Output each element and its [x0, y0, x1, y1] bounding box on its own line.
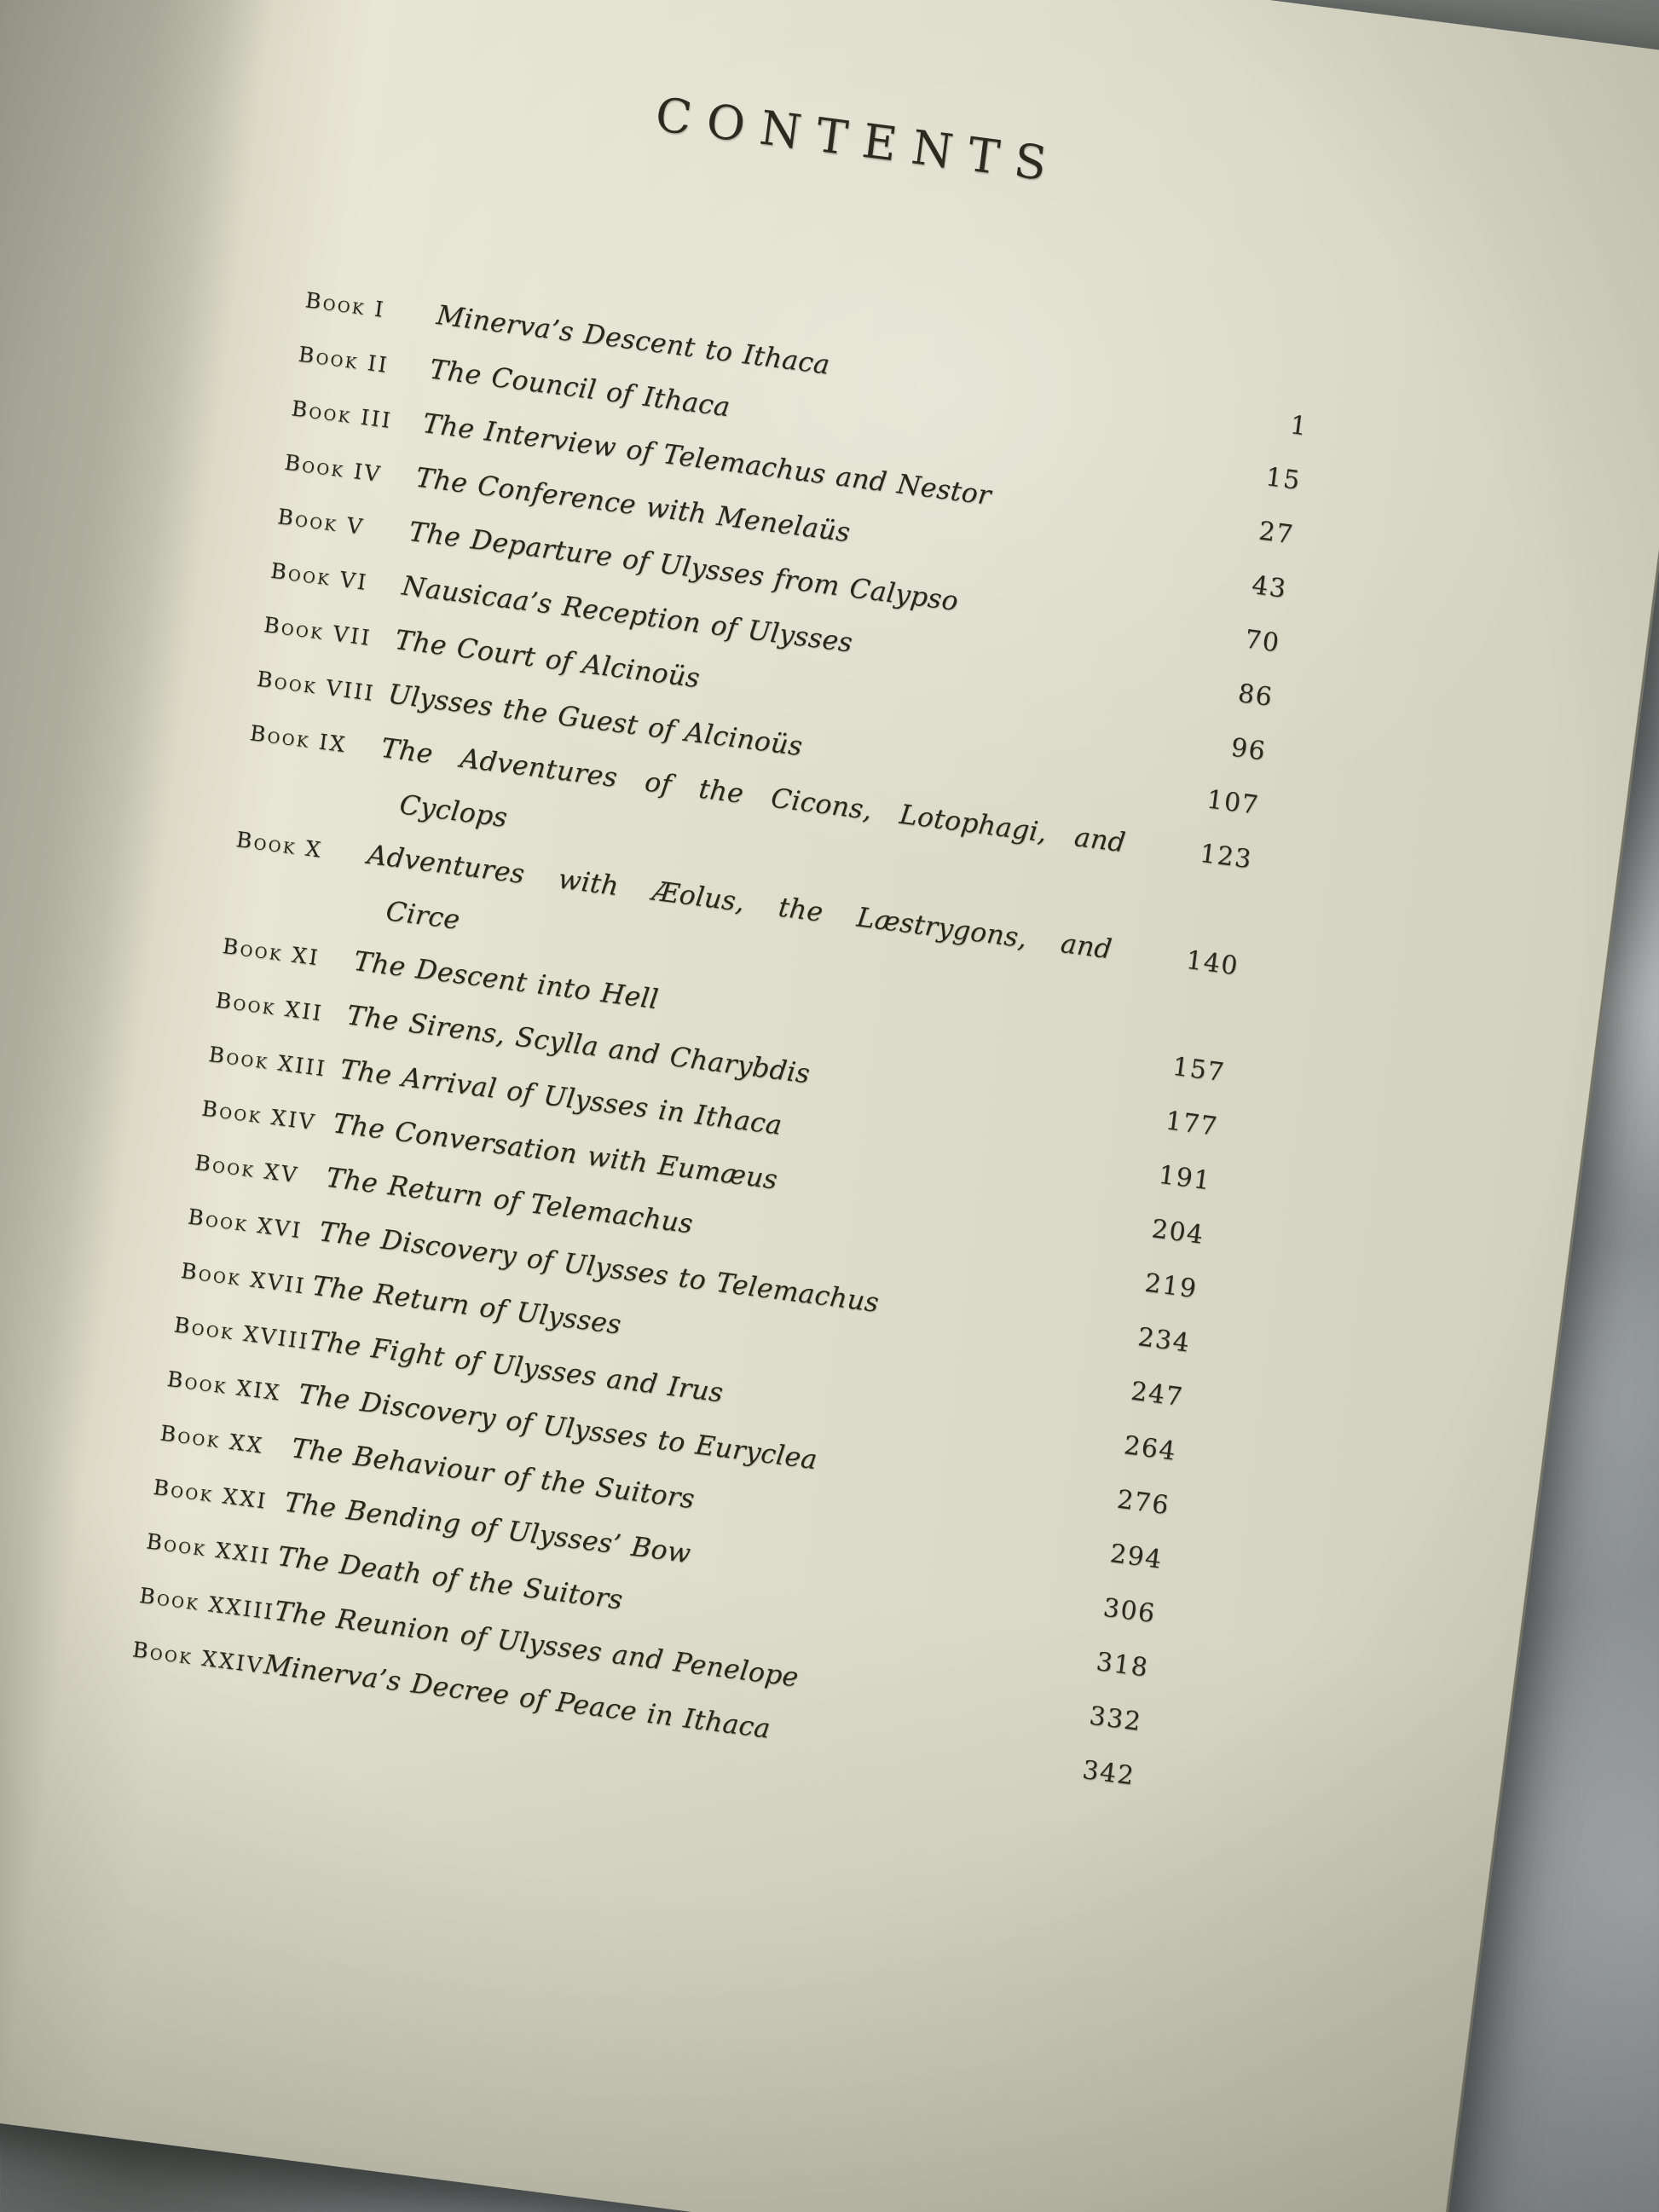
- page-number: 43: [1250, 570, 1289, 605]
- page-number: 219: [1142, 1268, 1199, 1305]
- page-number: 234: [1136, 1322, 1193, 1359]
- page-number: 191: [1157, 1159, 1213, 1197]
- page-number: 157: [1171, 1051, 1227, 1089]
- page-number: 294: [1108, 1539, 1165, 1575]
- page-number: 306: [1101, 1592, 1158, 1630]
- page-number: 204: [1149, 1214, 1206, 1250]
- page-number: 123: [1198, 838, 1255, 875]
- page-number: 15: [1263, 462, 1303, 497]
- table-of-contents: Book I Minerva’s Descent to Ithaca 1 Boo…: [130, 272, 1311, 1804]
- page-number: 86: [1236, 679, 1275, 713]
- page-number: 276: [1115, 1484, 1171, 1522]
- page-number: 177: [1164, 1106, 1220, 1142]
- page-number: 96: [1228, 732, 1269, 767]
- page-number: 27: [1257, 516, 1296, 551]
- page-number: 140: [1184, 944, 1241, 982]
- page-number: 342: [1080, 1755, 1137, 1792]
- page-number: 318: [1094, 1647, 1151, 1684]
- page-number: 264: [1122, 1430, 1179, 1467]
- page-number: 1: [1288, 410, 1310, 442]
- page-number: 70: [1243, 624, 1282, 659]
- page-number: 107: [1205, 784, 1262, 821]
- page-number: 332: [1087, 1701, 1144, 1738]
- page-title: CONTENTS: [652, 86, 1066, 193]
- page-number: 247: [1129, 1376, 1186, 1413]
